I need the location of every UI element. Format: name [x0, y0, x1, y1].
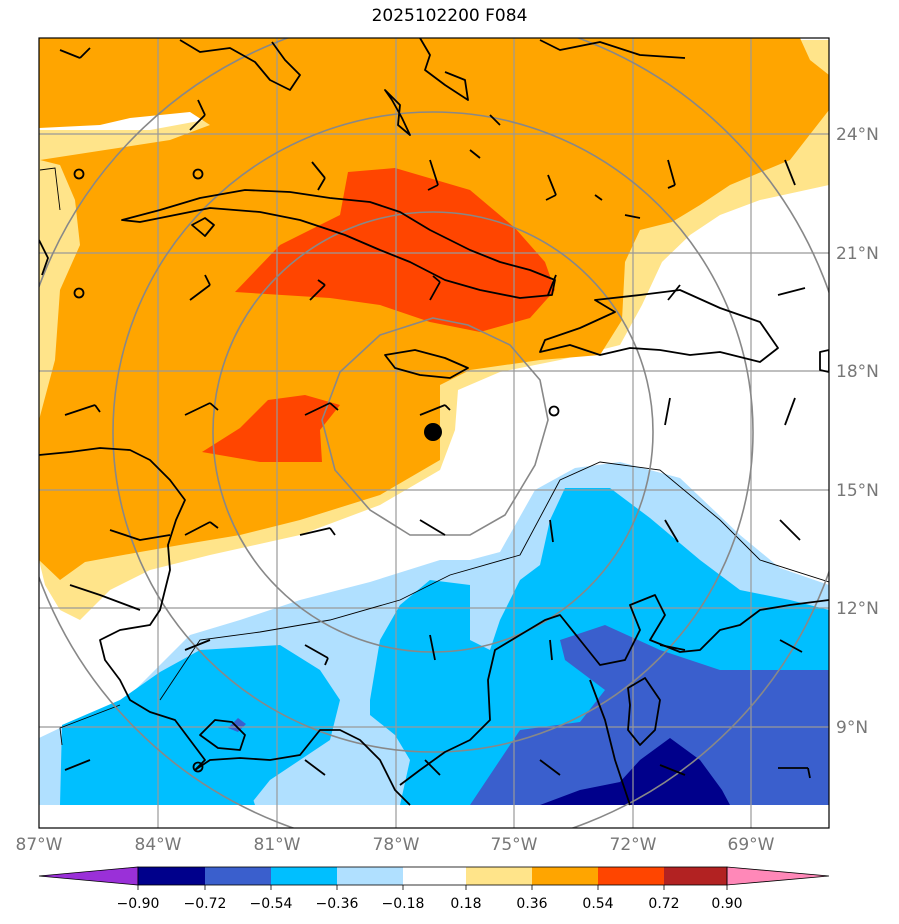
colorbar-tick-label: −0.90	[117, 896, 160, 912]
colorbar-tick-label: 0.18	[450, 896, 481, 912]
wind-barbs	[59, 47, 811, 779]
calm-wind-markers	[73, 168, 560, 773]
lon-label-69: 69°W	[728, 835, 775, 855]
lon-label-75: 75°W	[491, 835, 538, 855]
colorbar-extend-high	[726, 866, 830, 886]
colorbar-bin-5	[403, 867, 466, 885]
storm-center-marker	[424, 423, 442, 441]
lat-label-9: 9°N	[836, 718, 868, 738]
lat-label-15: 15°N	[836, 481, 879, 501]
field-pos-054-north	[235, 168, 555, 332]
colorbar-tick-label: 0.72	[648, 896, 679, 912]
colorbar-bin-9	[664, 867, 727, 885]
lon-label-84: 84°W	[135, 835, 182, 855]
coastlines	[39, 38, 829, 806]
lon-label-72: 72°W	[610, 835, 657, 855]
colorbar: −0.90 −0.72 −0.54 −0.36 −0.18 0.18 0.36 …	[38, 866, 830, 912]
colorbar-tick-label: −0.72	[184, 896, 227, 912]
colorbar-bin-6	[466, 867, 532, 885]
colorbar-tick-label: −0.18	[382, 896, 425, 912]
colorbar-tick-label: 0.54	[582, 896, 613, 912]
colorbar-tick-label: 0.90	[711, 896, 742, 912]
map-title: 2025102200 F084	[371, 6, 528, 26]
lat-labels: 9°N 12°N 15°N 18°N 21°N 24°N	[836, 125, 879, 738]
colorbar-bin-4	[337, 867, 403, 885]
lat-label-12: 12°N	[836, 599, 879, 619]
lat-label-18: 18°N	[836, 362, 879, 382]
plot-frame	[38, 37, 830, 829]
graticule	[39, 38, 829, 828]
colorbar-tick-label: −0.36	[316, 896, 359, 912]
lat-label-24: 24°N	[836, 125, 879, 145]
lon-label-78: 78°W	[373, 835, 420, 855]
colorbar-extend-low	[38, 866, 139, 886]
field-neg-090	[540, 738, 730, 805]
lon-label-87: 87°W	[16, 835, 63, 855]
colorbar-bin-8	[598, 867, 664, 885]
lon-label-81: 81°W	[254, 835, 301, 855]
colorbar-tick-label: −0.54	[250, 896, 293, 912]
colorbar-bin-7	[532, 867, 598, 885]
colorbar-bin-2	[205, 867, 271, 885]
colorbar-tick-label: 0.36	[516, 896, 547, 912]
colorbar-bin-1	[138, 867, 205, 885]
colorbar-bin-3	[271, 867, 337, 885]
field-pos-054-south	[202, 395, 340, 462]
contour-lines	[39, 167, 829, 746]
lat-label-21: 21°N	[836, 244, 879, 264]
lon-labels: 87°W 84°W 81°W 78°W 75°W 72°W 69°W	[16, 835, 775, 855]
